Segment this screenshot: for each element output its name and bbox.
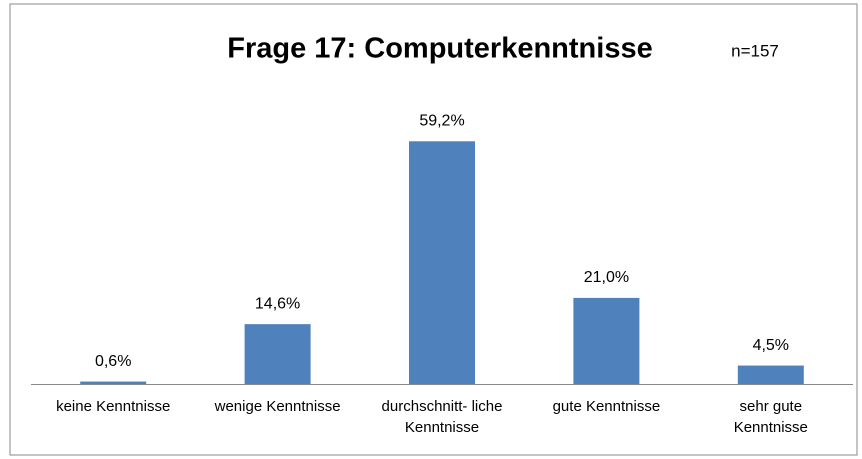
bar	[573, 297, 640, 384]
bar	[244, 324, 311, 384]
bar	[409, 141, 475, 384]
x-tick-label: wenige Kenntnisse	[214, 398, 341, 415]
value-label: 59,2%	[419, 112, 464, 129]
value-label: 14,6%	[255, 295, 300, 312]
x-tick-label: gute Kenntnisse	[552, 398, 661, 415]
value-label: 21,0%	[584, 269, 629, 286]
chart-title: Frage 17: Computerkenntnisse	[227, 33, 652, 65]
x-tick-label: sehr gute Kenntnisse	[733, 398, 808, 436]
value-label: 0,6%	[95, 353, 131, 370]
chart-border	[9, 3, 858, 456]
bar	[737, 365, 804, 384]
annotation: n=157	[731, 41, 779, 60]
value-label: 4,5%	[753, 337, 789, 354]
bar	[80, 381, 147, 384]
x-tick-label: keine Kenntnisse	[56, 398, 171, 415]
x-tick-label: durchschnitt- liche Kenntnisse	[381, 398, 503, 436]
